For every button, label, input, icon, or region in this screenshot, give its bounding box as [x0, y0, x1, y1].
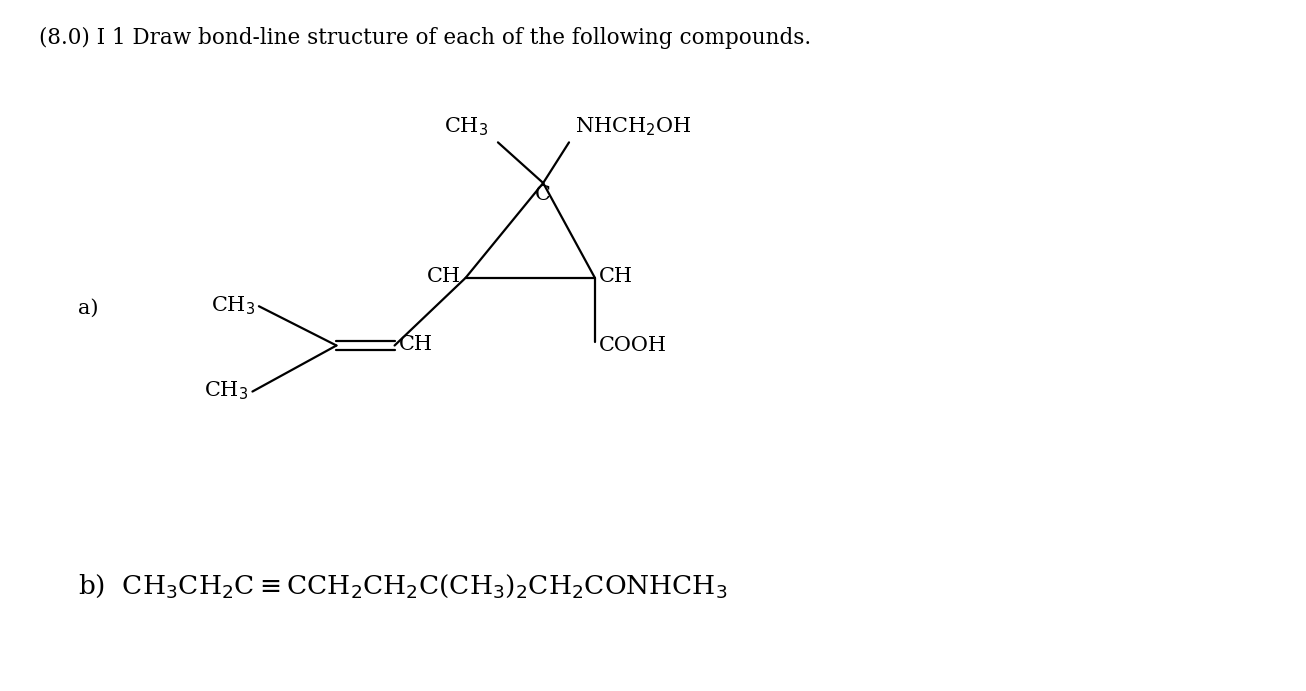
Text: CH$_3$: CH$_3$	[210, 294, 255, 317]
Text: COOH: COOH	[598, 336, 667, 355]
Text: NHCH$_2$OH: NHCH$_2$OH	[576, 115, 692, 138]
Text: CH: CH	[427, 267, 461, 286]
Text: a): a)	[78, 299, 98, 318]
Text: b)  CH$_3$CH$_2$C$\equiv$CCH$_2$CH$_2$C(CH$_3$)$_2$CH$_2$CONHCH$_3$: b) CH$_3$CH$_2$C$\equiv$CCH$_2$CH$_2$C(C…	[78, 572, 727, 600]
Text: CH$_3$: CH$_3$	[444, 115, 488, 138]
Text: CH: CH	[598, 267, 632, 286]
Text: CH$_3$: CH$_3$	[204, 379, 248, 402]
Text: (8.0) I 1 Draw bond-line structure of each of the following compounds.: (8.0) I 1 Draw bond-line structure of ea…	[39, 27, 811, 49]
Text: C: C	[535, 185, 551, 204]
Text: CH: CH	[398, 335, 432, 354]
